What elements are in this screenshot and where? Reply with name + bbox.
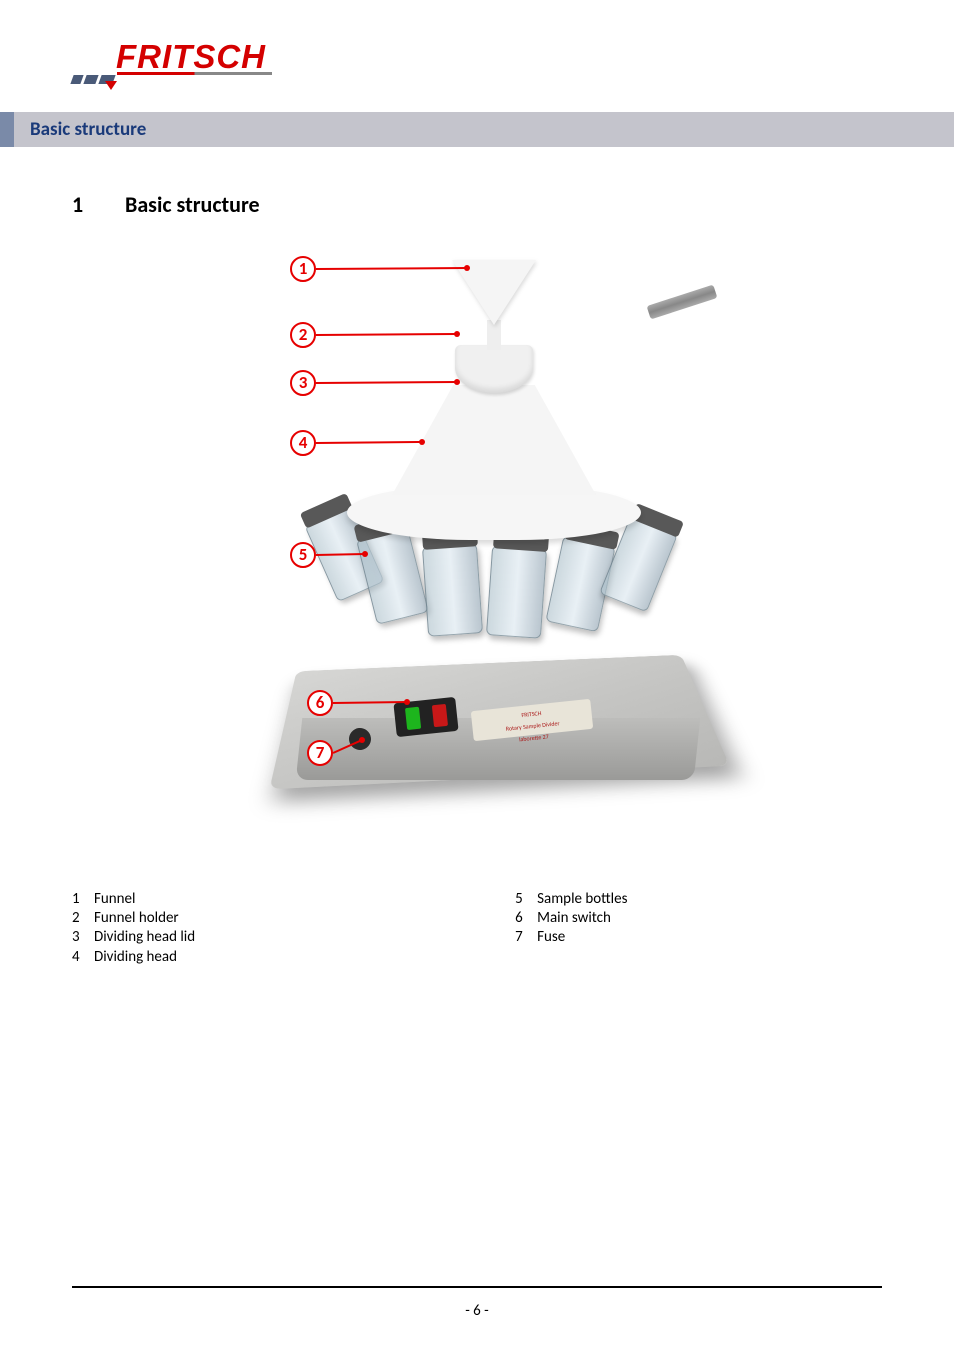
callout-3: 3 [290,370,316,396]
legend-num: 1 [72,890,94,909]
figure: FRITSCH Rotary Sample Divider laborette … [227,250,727,830]
section-heading: 1 Basic structure [72,191,882,218]
legend-text: Main switch [537,909,627,928]
switch-on-icon [404,707,420,730]
leader-dot-icon [404,699,410,705]
plate-line1: FRITSCH [521,709,542,719]
feed-pipe-icon [647,285,718,320]
legend-left-texts: Funnel Funnel holder Dividing head lid D… [94,890,195,967]
legend-num: 2 [72,909,94,928]
leader-dot-icon [454,331,460,337]
legend-num: 6 [515,909,537,928]
brand-logo: FRITSCH [72,40,882,98]
legend: 1 2 3 4 Funnel Funnel holder Dividing he… [72,890,882,967]
switch-off-icon [431,704,447,727]
legend-text: Funnel holder [94,909,195,928]
logo-triangle-icon [105,81,117,90]
legend-text: Fuse [537,928,627,947]
logo-underline-icon [117,72,272,75]
callout-5: 5 [290,542,316,568]
legend-num: 7 [515,928,537,947]
legend-text: Funnel [94,890,195,909]
brand-name: FRITSCH [116,38,266,76]
plate-line2: Rotary Sample Divider [505,719,560,733]
legend-text: Dividing head [94,948,195,967]
leader-dot-icon [419,439,425,445]
legend-num: 5 [515,890,537,909]
legend-right: 5 6 7 Sample bottles Main switch Fuse [515,890,627,967]
leader-dot-icon [454,379,460,385]
section-band: Basic structure [0,112,954,147]
leader-dot-icon [359,737,365,743]
legend-left: 1 2 3 4 Funnel Funnel holder Dividing he… [72,890,195,967]
page: FRITSCH Basic structure 1 Basic structur… [0,0,954,1350]
band-title: Basic structure [30,118,954,141]
device-illustration: FRITSCH Rotary Sample Divider laborette … [307,260,707,820]
section-title: Basic structure [125,191,260,218]
footer: - 6 - [72,1286,882,1320]
legend-num: 4 [72,948,94,967]
page-number: - 6 - [72,1302,882,1320]
legend-num: 3 [72,928,94,947]
footer-rule [72,1286,882,1288]
callout-6: 6 [307,690,333,716]
legend-left-nums: 1 2 3 4 [72,890,94,967]
legend-right-texts: Sample bottles Main switch Fuse [537,890,627,967]
callout-2: 2 [290,322,316,348]
plate-line3: laborette 27 [519,732,549,743]
legend-text: Dividing head lid [94,928,195,947]
callout-1: 1 [290,256,316,282]
legend-text: Sample bottles [537,890,627,909]
legend-right-nums: 5 6 7 [515,890,537,967]
callout-7: 7 [307,740,333,766]
callout-4: 4 [290,430,316,456]
section-number: 1 [72,191,120,218]
leader-dot-icon [362,551,368,557]
leader-dot-icon [464,265,470,271]
